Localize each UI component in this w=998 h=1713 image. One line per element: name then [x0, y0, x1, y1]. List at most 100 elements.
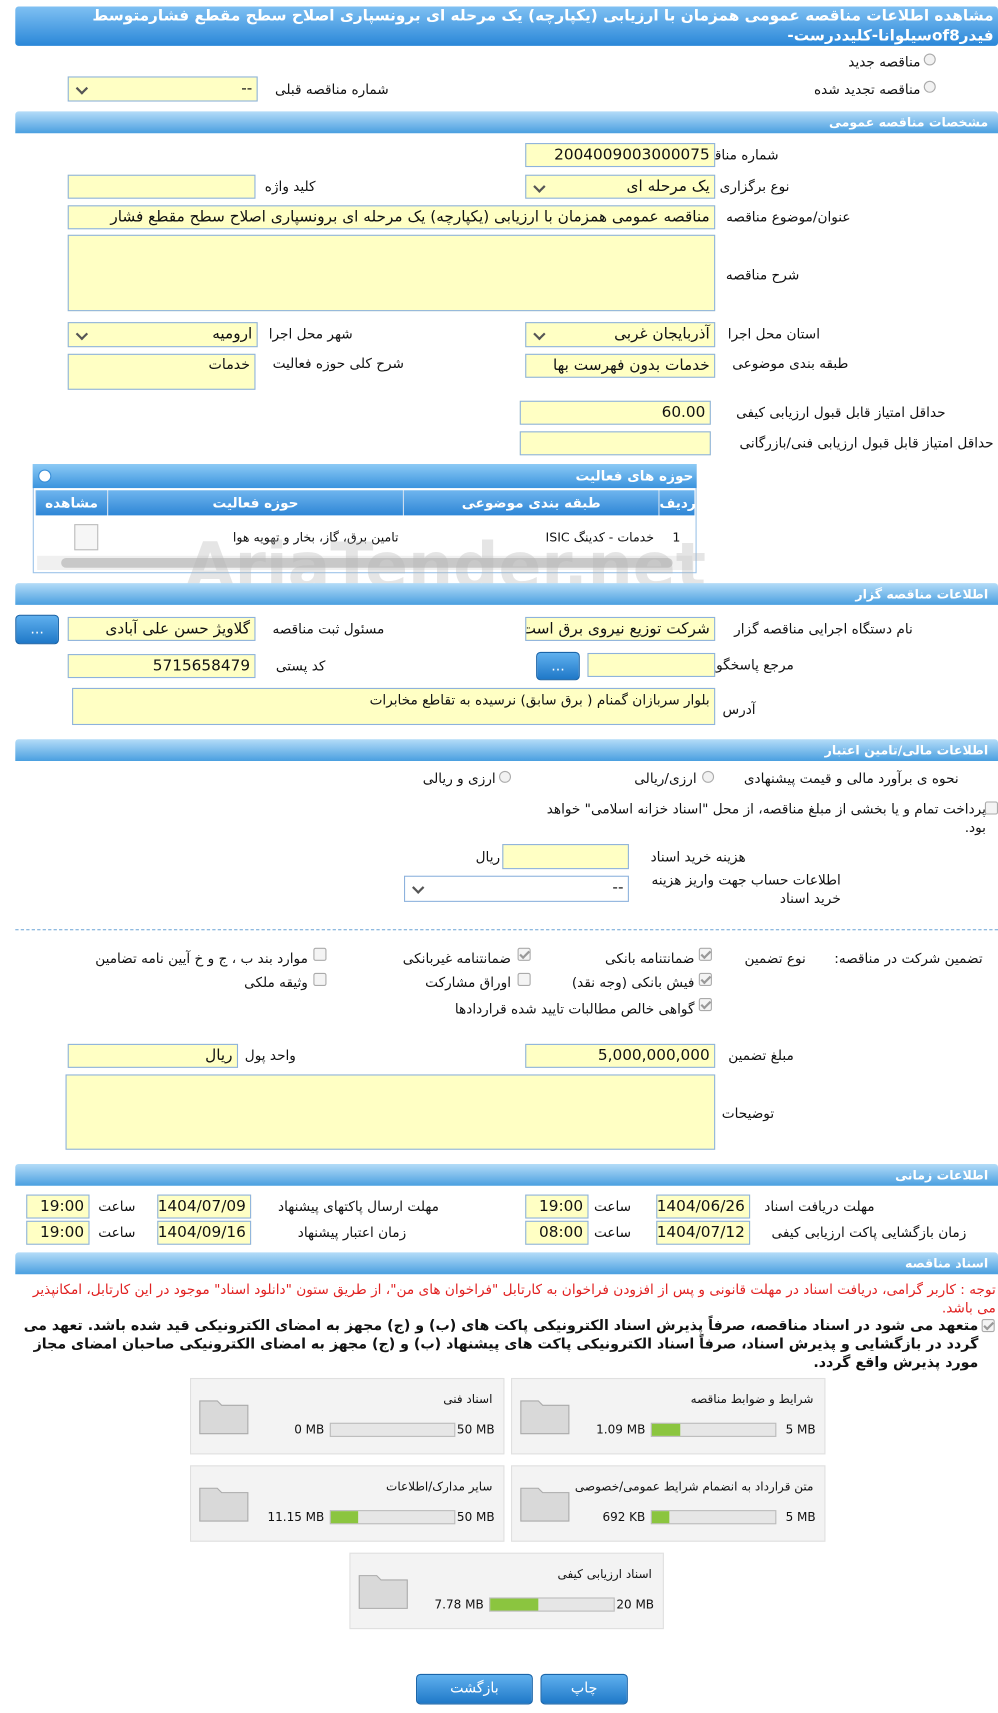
field-value: 19:00 — [26, 1220, 90, 1245]
field-label: شهر محل اجرا — [268, 325, 353, 342]
divider — [15, 929, 998, 931]
checkbox[interactable] — [698, 947, 712, 961]
progress-bar — [489, 1597, 615, 1612]
file-name: اسناد فنی — [443, 1392, 493, 1407]
section-bar: اطلاعات زمانی — [15, 1163, 998, 1186]
checkbox[interactable] — [984, 801, 998, 815]
progress-fill — [651, 1423, 681, 1436]
file-used: 1.09 MB — [596, 1422, 646, 1437]
progress-fill — [490, 1598, 539, 1611]
table-header: حوزه فعالیت — [107, 490, 403, 516]
file-name: شرایط و ضوابط مناقصه — [690, 1392, 814, 1407]
progress-bar — [329, 1422, 456, 1437]
checkbox-label: موارد بند ب ، ج و خ آیین نامه تضامین — [95, 949, 308, 967]
file-card[interactable]: اسناد ارزیابی کیفی 7.78 MB 20 MB — [349, 1552, 664, 1630]
file-limit: 50 MB — [456, 1510, 495, 1525]
lookup-button[interactable]: ... — [536, 651, 580, 681]
field-textarea: خدمات — [67, 353, 256, 390]
progress-fill — [330, 1511, 358, 1524]
panel-title: حوزه های فعالیت — [575, 467, 694, 484]
field-label: عنوان/موضوع مناقصه — [726, 208, 851, 225]
table-header: مشاهده — [34, 490, 108, 516]
field-label: نام دستگاه اجرایی مناقصه گزار — [734, 620, 913, 637]
field-label: شماره مناقصه — [695, 146, 779, 163]
field-value: خدمات بدون فهرست بها — [525, 353, 716, 378]
field-label: کد پستی — [275, 657, 326, 674]
checkbox[interactable] — [517, 972, 531, 986]
scroll-thumb[interactable] — [61, 557, 673, 568]
table-cell: تامین برق، گاز، بخار و تهویه هوا — [232, 529, 399, 545]
checkbox[interactable] — [313, 947, 327, 961]
file-name: سایر مدارک/اطلاعات — [386, 1479, 493, 1494]
checkbox-label: ضمانتنامه بانکی — [604, 949, 695, 967]
field-value: 2004009003000075 — [525, 143, 716, 168]
radio[interactable] — [923, 80, 936, 93]
select[interactable]: یک مرحله ای — [525, 174, 716, 199]
checkbox[interactable] — [698, 997, 712, 1012]
field-value: 60.00 — [519, 400, 711, 425]
radio[interactable] — [923, 53, 936, 66]
folder-icon — [520, 1487, 570, 1522]
field-label: توضیحات — [721, 1105, 775, 1122]
field-label: حداقل امتیاز قابل قبول ارزیابی کیفی — [736, 404, 946, 421]
section-bar: مشخصات مناقصه عمومی — [15, 111, 998, 134]
field-value: 19:00 — [26, 1194, 90, 1219]
field-value: 1404/09/16 — [157, 1220, 252, 1245]
select[interactable]: -- — [404, 875, 629, 902]
view-icon[interactable] — [74, 524, 99, 551]
field-label: استان محل اجرا — [727, 325, 821, 342]
field-value — [519, 431, 711, 456]
field-label: ساعت — [98, 1224, 136, 1241]
radio-label: مناقصه تجدید شده — [814, 80, 921, 98]
collapse-icon[interactable] — [38, 469, 52, 483]
field-label: مسئول ثبت مناقصه — [272, 620, 385, 637]
select[interactable]: آذربایجان غربی — [525, 322, 716, 348]
back-button[interactable]: بازگشت — [416, 1673, 533, 1705]
progress-bar — [650, 1422, 777, 1437]
header-bar — [15, 6, 998, 46]
commitment: متعهد می شود در اسناد مناقصه، صرفاً پذیر… — [23, 1317, 979, 1372]
field-label: زمان اعتبار پیشنهاد — [297, 1224, 407, 1241]
field-label: نوع تضمین — [744, 949, 806, 967]
field-label: آدرس — [722, 700, 756, 718]
field-value: 08:00 — [525, 1220, 589, 1245]
field-label: شرح کلی حوزه فعالیت — [272, 354, 405, 372]
file-used: 7.78 MB — [434, 1597, 484, 1612]
radio-label: مناقصه جدید — [848, 53, 921, 70]
field-label: زمان بازگشایی پاکت ارزیابی کیفی — [771, 1224, 967, 1241]
radio[interactable] — [498, 770, 512, 783]
file-limit: 5 MB — [785, 1510, 816, 1525]
checkbox[interactable] — [313, 972, 327, 986]
file-used: 0 MB — [294, 1422, 325, 1437]
print-button[interactable]: چاپ — [540, 1673, 628, 1705]
file-card[interactable]: سایر مدارک/اطلاعات 11.15 MB 50 MB — [189, 1465, 505, 1542]
file-card[interactable]: متن قرارداد به انضمام شرایط عمومی/خصوصی 6… — [511, 1465, 826, 1542]
checkbox[interactable] — [698, 972, 712, 986]
file-card[interactable]: شرایط و ضوابط مناقصه 1.09 MB 5 MB — [511, 1377, 826, 1455]
field-value: مناقصه عمومی همزمان با ارزیابی (یکپارچه)… — [67, 205, 716, 230]
field-label: طبقه بندی موضوعی — [732, 354, 849, 372]
field-value: ریال — [67, 1043, 239, 1068]
table-cell: 1 — [672, 529, 681, 545]
field-value: 1404/06/26 — [656, 1194, 751, 1219]
checkbox[interactable] — [517, 947, 531, 961]
file-card[interactable]: اسناد فنی 0 MB 50 MB — [189, 1377, 505, 1455]
radio[interactable] — [702, 770, 715, 783]
table-cell: خدمات - کدینگ ISIC — [545, 529, 655, 545]
field-value: 5715658479 — [67, 654, 256, 679]
field-value — [502, 844, 629, 870]
checkbox[interactable] — [981, 1319, 995, 1333]
field-label: تضمین شرکت در مناقصه: — [834, 949, 983, 967]
field-value — [587, 652, 716, 677]
lookup-button[interactable]: ... — [15, 614, 59, 645]
field-label: شماره مناقصه قبلی — [275, 80, 389, 98]
radio-label: ارزی و ریالی — [422, 769, 496, 787]
file-name: اسناد ارزیابی کیفی — [557, 1566, 652, 1582]
field-label: ساعت — [98, 1197, 136, 1215]
table-header: ردیف — [658, 490, 696, 516]
field-label: مرجع پاسخگویی — [700, 656, 794, 673]
select[interactable]: ارومیه — [67, 322, 258, 348]
progress-bar — [650, 1510, 777, 1525]
file-name: متن قرارداد به انضمام شرایط عمومی/خصوصی — [574, 1479, 814, 1494]
select[interactable]: -- — [67, 76, 258, 102]
